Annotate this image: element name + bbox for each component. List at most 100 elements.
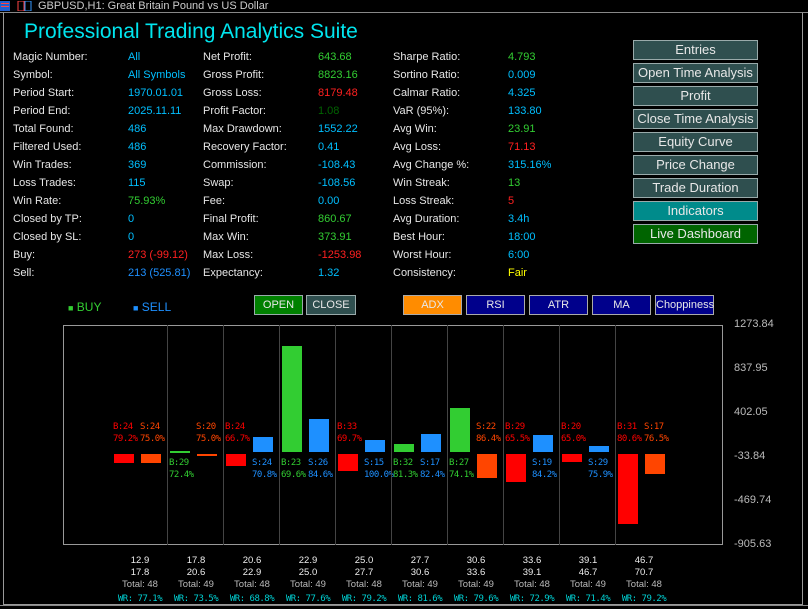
sell-winrate-label: 70.8%: [252, 470, 277, 480]
stat-value-consistency: Fair: [508, 267, 527, 279]
close-mode-button[interactable]: CLOSE: [306, 295, 356, 315]
stat-label-max-drawdown: Max Drawdown:: [203, 123, 282, 135]
buy-winrate-label: 79.2%: [113, 434, 138, 444]
buy-count-label: B:33: [337, 422, 357, 432]
bucket-range-to: 39.1: [522, 567, 542, 578]
y-axis-tick-label: -905.63: [734, 538, 772, 550]
sell-count-label: S:20: [196, 422, 216, 432]
stat-label-var-95: VaR (95%):: [393, 105, 450, 117]
stat-value-avg-loss: 71.13: [508, 141, 536, 153]
stat-value-avg-duration: 3.4h: [508, 213, 530, 225]
sell-bar: [589, 445, 609, 452]
indicator-button-atr[interactable]: ATR: [529, 295, 588, 315]
nav-button-open-time-analysis[interactable]: Open Time Analysis: [633, 63, 758, 83]
legend-buy-label: BUY: [76, 300, 102, 314]
nav-button-entries[interactable]: Entries: [633, 40, 758, 60]
stat-value-final-profit: 860.67: [318, 213, 352, 225]
nav-button-profit[interactable]: Profit: [633, 86, 758, 106]
buy-count-label: B:24: [225, 422, 245, 432]
buy-bar: [394, 444, 414, 452]
sell-bar: [533, 435, 553, 452]
sell-winrate-label: 76.5%: [644, 434, 669, 444]
buy-count-label: B:31: [617, 422, 637, 432]
stat-label-win-trades: Win Trades:: [13, 159, 72, 171]
stat-label-avg-loss: Avg Loss:: [393, 141, 442, 153]
buy-count-label: B:27: [449, 458, 469, 468]
sell-bar: [141, 454, 161, 463]
sell-bar: [253, 437, 273, 452]
stat-value-max-drawdown: 1552.22: [318, 123, 358, 135]
stat-value-net-profit: 643.68: [318, 51, 352, 63]
sell-bar: [421, 434, 441, 452]
stat-value-avg-change: 315.16%: [508, 159, 552, 171]
stat-label-worst-hour: Worst Hour:: [393, 249, 452, 261]
nav-button-live-dashboard[interactable]: Live Dashboard: [633, 224, 758, 244]
y-axis-tick-label: -469.74: [734, 494, 772, 506]
bucket-total: Total: 49: [290, 579, 326, 590]
indicator-button-rsi[interactable]: RSI: [466, 295, 525, 315]
stat-label-final-profit: Final Profit:: [203, 213, 259, 225]
stat-label-avg-duration: Avg Duration:: [393, 213, 460, 225]
bucket-range-from: 27.7: [410, 555, 430, 566]
indicator-bar-chart: [63, 325, 723, 545]
sell-winrate-label: 75.0%: [196, 434, 221, 444]
stat-value-max-loss: -1253.98: [318, 249, 362, 261]
sell-count-label: S:17: [644, 422, 664, 432]
y-axis-tick-label: 837.95: [734, 362, 768, 374]
nav-button-price-change[interactable]: Price Change: [633, 155, 758, 175]
stat-label-closed-by-tp: Closed by TP:: [13, 213, 82, 225]
bucket-win-rate: WR: 77.6%: [285, 594, 331, 604]
bucket-separator: [223, 325, 224, 545]
buy-bar: [562, 454, 582, 462]
analytics-panel: [3, 13, 803, 605]
nav-button-equity-curve[interactable]: Equity Curve: [633, 132, 758, 152]
sell-count-label: S:29: [588, 458, 608, 468]
buy-count-label: B:23: [281, 458, 301, 468]
nav-button-indicators[interactable]: Indicators: [633, 201, 758, 221]
buy-count-label: B:32: [393, 458, 413, 468]
bucket-win-rate: WR: 77.1%: [117, 594, 163, 604]
stat-value-loss-trades: 115: [128, 177, 146, 189]
stat-value-expectancy: 1.32: [318, 267, 340, 279]
stat-label-symbol: Symbol:: [13, 69, 53, 81]
sell-winrate-label: 75.0%: [140, 434, 165, 444]
buy-bar: [114, 454, 134, 463]
buy-winrate-label: 66.7%: [225, 434, 250, 444]
bucket-range-from: 39.1: [578, 555, 598, 566]
stat-value-filtered-used: 486: [128, 141, 147, 153]
bucket-separator: [447, 325, 448, 545]
bucket-total: Total: 48: [122, 579, 158, 590]
chart-window-icon: [0, 1, 32, 11]
legend-buy-marker-icon: ■: [68, 303, 74, 313]
bottom-divider: [0, 605, 808, 606]
bucket-total: Total: 49: [570, 579, 606, 590]
indicator-button-adx[interactable]: ADX: [403, 295, 462, 315]
stat-label-net-profit: Net Profit:: [203, 51, 252, 63]
nav-button-close-time-analysis[interactable]: Close Time Analysis: [633, 109, 758, 129]
nav-button-trade-duration[interactable]: Trade Duration: [633, 178, 758, 198]
indicator-button-choppiness[interactable]: Choppiness: [655, 295, 714, 315]
bucket-total: Total: 48: [346, 579, 382, 590]
bucket-total: Total: 49: [402, 579, 438, 590]
indicator-button-ma[interactable]: MA: [592, 295, 651, 315]
buy-count-label: B:20: [561, 422, 581, 432]
sell-winrate-label: 75.9%: [588, 470, 613, 480]
sell-winrate-label: 84.6%: [308, 470, 333, 480]
bucket-range-to: 20.6: [186, 567, 206, 578]
sell-count-label: S:17: [420, 458, 440, 468]
bucket-range-from: 17.8: [186, 555, 206, 566]
stat-label-fee: Fee:: [203, 195, 226, 207]
buy-winrate-label: 69.7%: [337, 434, 362, 444]
sell-winrate-label: 82.4%: [420, 470, 445, 480]
open-mode-button[interactable]: OPEN: [254, 295, 303, 315]
buy-bar: [226, 454, 246, 466]
stat-label-loss-trades: Loss Trades:: [13, 177, 76, 189]
bucket-range-from: 46.7: [634, 555, 654, 566]
bucket-total: Total: 48: [514, 579, 550, 590]
stat-value-sortino-ratio: 0.009: [508, 69, 536, 81]
sell-winrate-label: 100.0%: [364, 470, 394, 480]
sell-count-label: S:19: [532, 458, 552, 468]
stat-value-sell: 213 (525.81): [128, 267, 191, 279]
stat-value-best-hour: 18:00: [508, 231, 536, 243]
stat-label-commission: Commission:: [203, 159, 267, 171]
